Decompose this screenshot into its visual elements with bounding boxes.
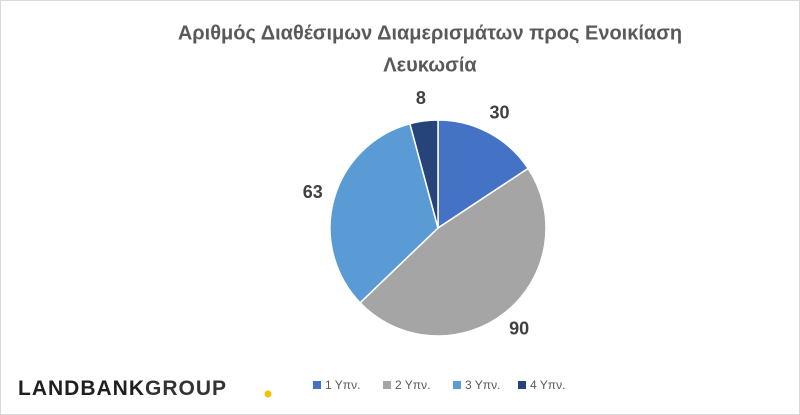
chart-subtitle: Λευκωσία [383, 54, 477, 76]
logo: LANDBANKGROUP [18, 377, 227, 400]
legend-label: 1 Υπν. [325, 378, 360, 392]
pie-slice [329, 122, 439, 304]
logo-accent: GROUP [145, 377, 227, 400]
legend-swatch [313, 381, 321, 389]
chart-title: Αριθμός Διαθέσιμων Διαμερισμάτων προς Εν… [178, 22, 682, 44]
pie-slice [408, 119, 439, 229]
legend-swatch [453, 381, 461, 389]
pie-slice [359, 167, 547, 337]
logo-dark: LANDBANK [18, 377, 145, 400]
data-label: 8 [416, 88, 426, 108]
data-label: 90 [509, 318, 529, 338]
data-label: 30 [490, 102, 510, 122]
logo-dot [264, 390, 272, 398]
legend-label: 3 Υπν. [465, 378, 500, 392]
pie-slice [437, 119, 530, 230]
data-label: 63 [303, 182, 323, 202]
legend-swatch [518, 381, 526, 389]
legend-label: 2 Υπν. [395, 378, 430, 392]
legend-label: 4 Υπν. [530, 378, 565, 392]
legend-swatch [383, 381, 391, 389]
